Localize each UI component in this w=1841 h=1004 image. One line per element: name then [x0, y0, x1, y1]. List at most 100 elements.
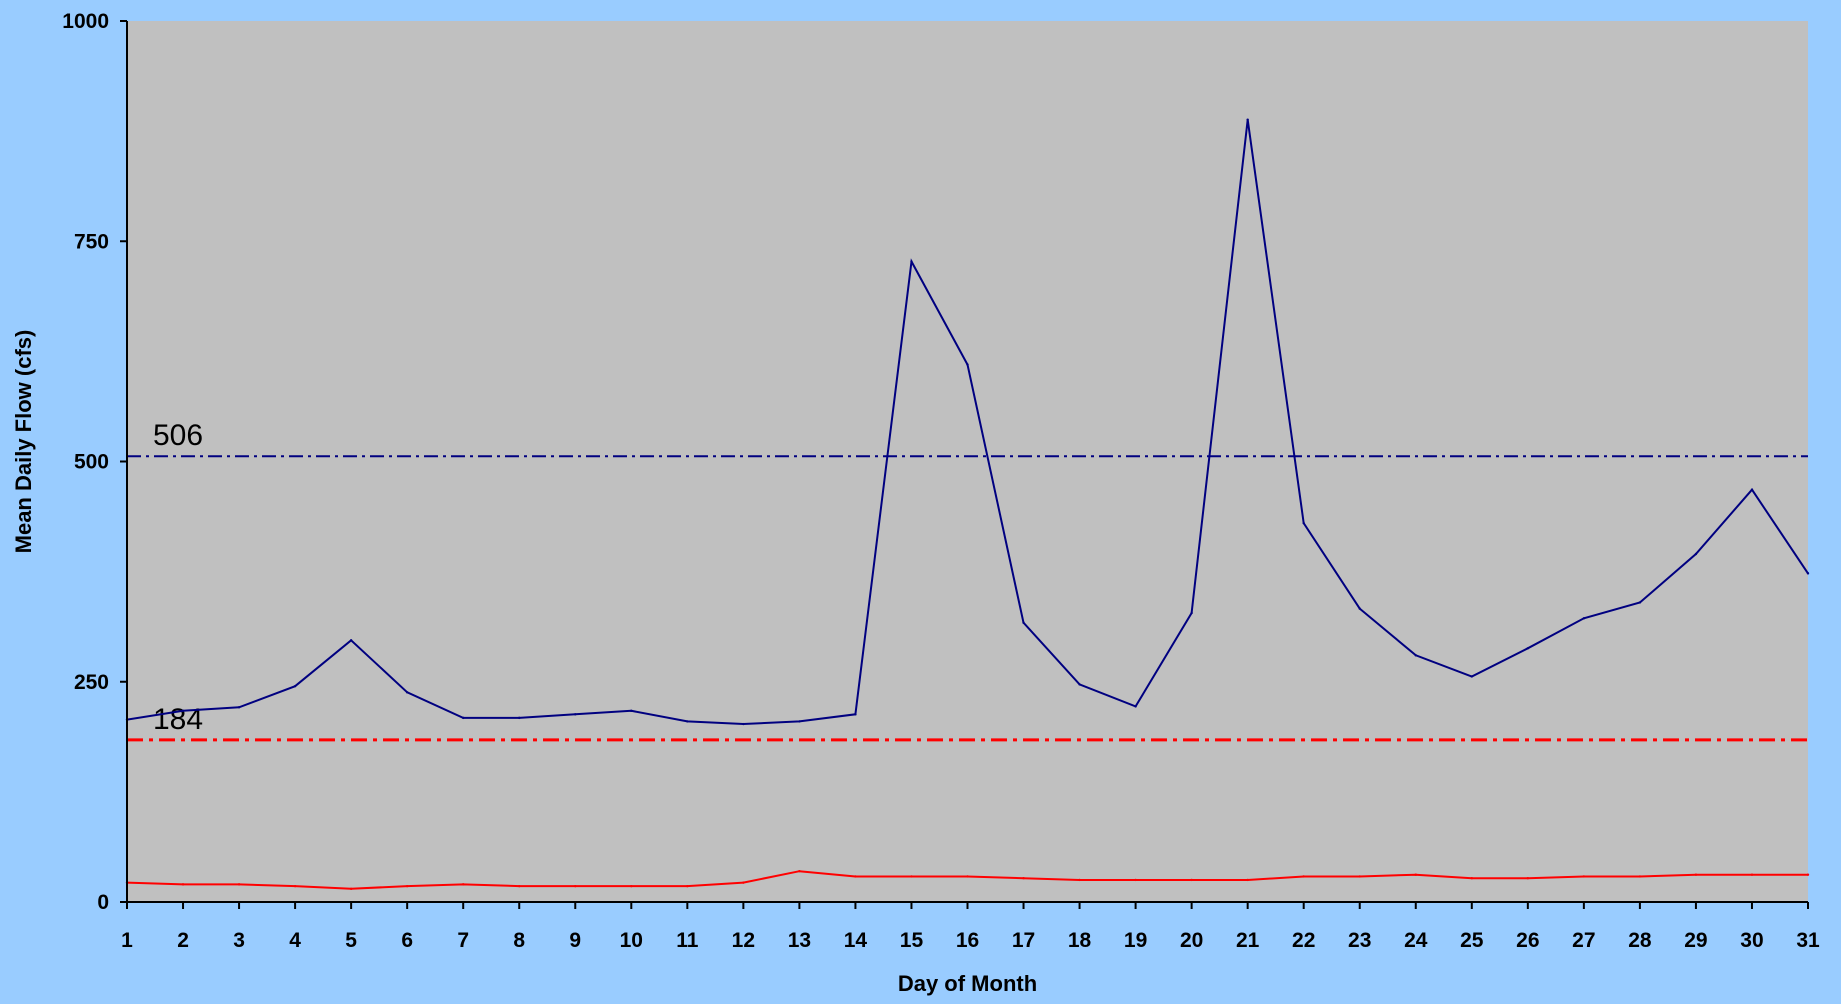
data-point — [1190, 878, 1193, 882]
data-point — [854, 875, 857, 878]
data-point — [854, 713, 857, 716]
x-tick-label: 4 — [289, 929, 301, 952]
data-point — [293, 884, 297, 888]
data-point — [1806, 873, 1810, 876]
x-tick-label: 21 — [1236, 929, 1260, 952]
x-tick-label: 11 — [676, 929, 699, 952]
y-axis-title: Mean Daily Flow (cfs) — [11, 330, 36, 554]
data-point — [1582, 875, 1586, 878]
reference-lines: 506 184 — [127, 419, 1808, 742]
data-point — [1246, 878, 1249, 882]
data-point — [1078, 683, 1081, 686]
x-tick-label: 30 — [1740, 929, 1763, 952]
x-tick-label: 5 — [345, 929, 357, 952]
plot-area — [127, 21, 1808, 902]
x-tick-label: 2 — [177, 929, 189, 952]
data-point — [686, 720, 689, 723]
x-tick-label: 25 — [1460, 929, 1484, 952]
x-tick-label: 18 — [1068, 929, 1092, 952]
x-tick-label: 22 — [1292, 929, 1315, 952]
data-point — [742, 722, 745, 726]
data-point — [1638, 875, 1642, 878]
data-point — [181, 709, 185, 713]
x-tick-label: 23 — [1348, 929, 1371, 952]
data-point — [405, 884, 409, 888]
series-lines — [125, 118, 1810, 890]
data-point — [462, 883, 465, 886]
data-point — [686, 884, 689, 888]
data-point — [1470, 877, 1474, 880]
data-point — [518, 884, 521, 888]
data-point — [237, 883, 241, 886]
data-point — [1638, 601, 1642, 604]
data-point — [630, 884, 633, 888]
x-tick-label: 28 — [1628, 929, 1652, 952]
y-tick-label: 500 — [74, 451, 109, 474]
data-point — [462, 716, 465, 720]
x-tick-label: 19 — [1124, 929, 1147, 952]
data-point — [1022, 621, 1025, 624]
data-point — [1134, 705, 1137, 708]
x-tick-label: 29 — [1684, 929, 1707, 952]
data-point — [1134, 878, 1137, 882]
data-point — [237, 706, 241, 709]
data-point — [1302, 521, 1305, 525]
data-point — [349, 639, 353, 642]
data-point — [1470, 675, 1474, 678]
data-point — [966, 875, 969, 878]
y-tick-label: 0 — [97, 891, 109, 914]
x-tick-label: 9 — [569, 929, 581, 952]
data-point — [574, 713, 577, 716]
data-point — [910, 875, 913, 878]
x-tick-label: 31 — [1796, 929, 1820, 952]
data-point — [293, 684, 297, 688]
data-point — [1694, 873, 1698, 876]
data-point — [1694, 552, 1698, 556]
reference-line-label: 184 — [153, 703, 203, 736]
data-point — [1806, 572, 1810, 575]
y-tick-label: 250 — [74, 671, 109, 694]
data-point — [1358, 875, 1361, 878]
data-point — [910, 260, 913, 263]
data-point — [1358, 607, 1361, 610]
data-point — [1526, 647, 1530, 650]
data-point — [798, 720, 801, 723]
data-point — [1190, 611, 1193, 615]
data-point — [1022, 877, 1025, 880]
x-tick-label: 12 — [732, 929, 755, 952]
data-point — [349, 887, 353, 890]
x-axis-title: Day of Month — [898, 971, 1037, 996]
y-axis-ticks: 0 250 500 750 1000 — [62, 10, 127, 914]
x-tick-label: 14 — [844, 929, 868, 952]
x-tick-label: 20 — [1180, 929, 1203, 952]
data-point — [518, 716, 521, 720]
x-tick-label: 6 — [401, 929, 413, 952]
x-tick-label: 15 — [900, 929, 924, 952]
x-tick-label: 26 — [1516, 929, 1539, 952]
x-tick-label: 8 — [513, 929, 525, 952]
reference-line-label: 506 — [153, 419, 203, 452]
data-point — [742, 881, 745, 884]
data-point — [1582, 617, 1586, 620]
x-tick-label: 24 — [1404, 929, 1428, 952]
y-tick-label: 750 — [74, 230, 109, 253]
data-point — [574, 884, 577, 888]
x-axis-ticks: 1 2 3 4 5 6 7 8 9 10 11 12 13 14 15 16 17 18 19 20 21 22 23 24 2… — [121, 902, 1820, 952]
data-point — [798, 869, 801, 873]
data-point — [1302, 875, 1305, 878]
x-tick-label: 16 — [956, 929, 979, 952]
data-point — [1750, 488, 1754, 491]
data-point — [1750, 873, 1754, 876]
y-tick-label: 1000 — [62, 10, 109, 33]
x-tick-label: 27 — [1572, 929, 1595, 952]
data-point — [1526, 877, 1530, 880]
data-point — [181, 883, 185, 886]
data-point — [1246, 118, 1249, 121]
x-tick-label: 3 — [233, 929, 245, 952]
x-tick-label: 1 — [121, 929, 133, 952]
data-point — [1414, 654, 1417, 657]
data-point — [966, 363, 969, 366]
x-tick-label: 13 — [788, 929, 811, 952]
x-tick-label: 17 — [1012, 929, 1035, 952]
